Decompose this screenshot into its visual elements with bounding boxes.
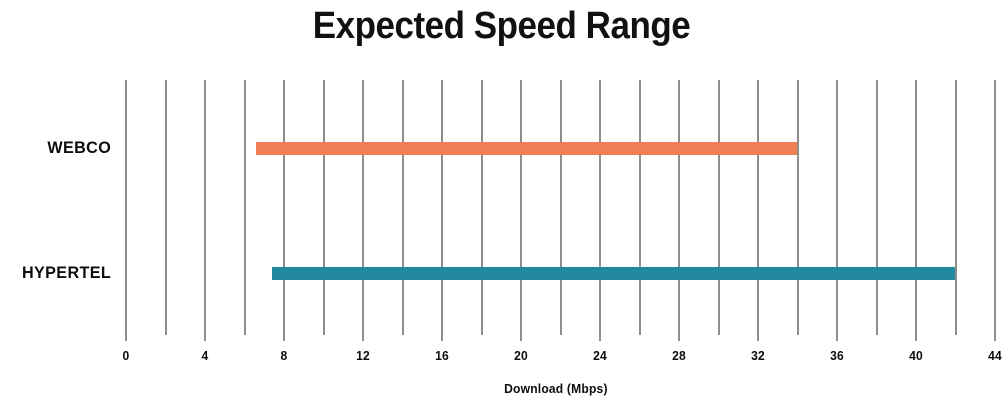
category-label-hypertel: HYPERTEL: [21, 263, 112, 282]
plot-area: [125, 80, 996, 335]
x-axis-tick-label: 12: [356, 348, 370, 363]
gridline: [362, 80, 364, 335]
gridline: [480, 80, 483, 335]
gridline: [638, 80, 641, 335]
gridline: [994, 80, 996, 335]
category-label-webco: WEBCO: [47, 138, 112, 157]
x-axis-tick-label: 16: [435, 348, 449, 363]
gridline: [599, 80, 601, 335]
range-bar-webco[interactable]: [256, 142, 798, 155]
gridline: [283, 80, 285, 335]
gridline: [796, 80, 799, 335]
x-axis-tick-label: 20: [514, 348, 528, 363]
x-axis-tick-label: 28: [672, 348, 686, 363]
x-axis-tick-label: 40: [909, 348, 923, 363]
x-axis-tick: [520, 332, 522, 341]
gridline: [717, 80, 720, 335]
gridline: [164, 80, 167, 335]
x-axis-tick: [441, 332, 443, 341]
x-axis-tick: [994, 332, 996, 341]
x-axis-tick-label: 4: [201, 348, 209, 363]
gridline: [204, 80, 206, 335]
gridline: [954, 80, 957, 335]
chart-title: Expected Speed Range: [312, 5, 691, 47]
gridline: [441, 80, 443, 335]
gridline: [915, 80, 917, 335]
gridline: [125, 80, 127, 335]
x-axis-tick: [283, 332, 285, 341]
gridline: [520, 80, 522, 335]
x-axis-tick: [836, 332, 838, 341]
x-axis-tick: [204, 332, 206, 341]
gridline: [836, 80, 838, 335]
range-bar-hypertel[interactable]: [272, 267, 956, 280]
gridline: [757, 80, 759, 335]
x-axis-tick-label: 36: [830, 348, 844, 363]
x-axis-tick: [599, 332, 601, 341]
x-axis-tick-label: 44: [988, 348, 1002, 363]
gridline: [243, 80, 246, 335]
x-axis-tick-label: 32: [751, 348, 765, 363]
x-axis-tick-label: 24: [593, 348, 607, 363]
gridline: [401, 80, 404, 335]
x-axis-tick: [125, 332, 127, 341]
x-axis-tick: [678, 332, 680, 341]
gridline: [678, 80, 680, 335]
gridline: [322, 80, 325, 335]
x-axis-tick-label: 8: [280, 348, 288, 363]
x-axis-title: Download (Mbps): [504, 381, 608, 396]
x-axis-tick-label: 0: [122, 348, 130, 363]
gridline: [559, 80, 562, 335]
x-axis-tick: [757, 332, 759, 341]
x-axis-tick: [915, 332, 917, 341]
gridline: [875, 80, 878, 335]
x-axis-tick: [362, 332, 364, 341]
